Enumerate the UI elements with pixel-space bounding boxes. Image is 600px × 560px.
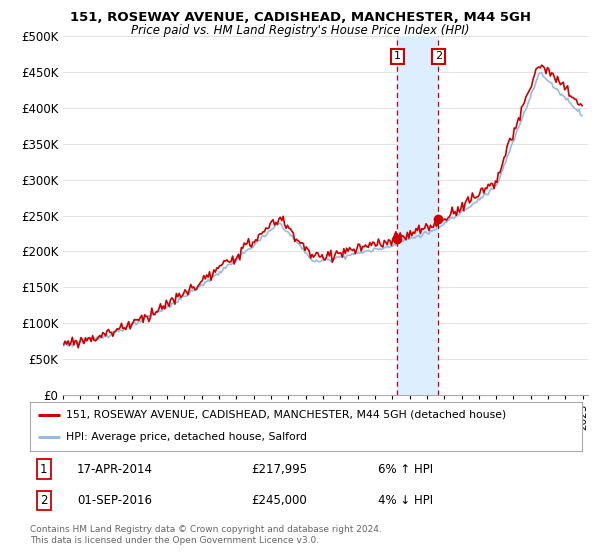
Text: 151, ROSEWAY AVENUE, CADISHEAD, MANCHESTER, M44 5GH: 151, ROSEWAY AVENUE, CADISHEAD, MANCHEST… bbox=[70, 11, 530, 24]
Text: 01-SEP-2016: 01-SEP-2016 bbox=[77, 494, 152, 507]
Text: 6% ↑ HPI: 6% ↑ HPI bbox=[378, 463, 433, 475]
Text: Contains HM Land Registry data © Crown copyright and database right 2024.
This d: Contains HM Land Registry data © Crown c… bbox=[30, 525, 382, 545]
Text: Price paid vs. HM Land Registry's House Price Index (HPI): Price paid vs. HM Land Registry's House … bbox=[131, 24, 469, 36]
Bar bbox=[397, 36, 439, 395]
Text: 2: 2 bbox=[40, 494, 47, 507]
Text: 2: 2 bbox=[435, 52, 442, 62]
Text: 4% ↓ HPI: 4% ↓ HPI bbox=[378, 494, 433, 507]
Text: 1: 1 bbox=[394, 52, 401, 62]
Text: £217,995: £217,995 bbox=[251, 463, 307, 475]
Text: 1: 1 bbox=[40, 463, 47, 475]
Text: 151, ROSEWAY AVENUE, CADISHEAD, MANCHESTER, M44 5GH (detached house): 151, ROSEWAY AVENUE, CADISHEAD, MANCHEST… bbox=[66, 410, 506, 420]
Text: £245,000: £245,000 bbox=[251, 494, 307, 507]
Text: HPI: Average price, detached house, Salford: HPI: Average price, detached house, Salf… bbox=[66, 432, 307, 442]
Text: 17-APR-2014: 17-APR-2014 bbox=[77, 463, 153, 475]
